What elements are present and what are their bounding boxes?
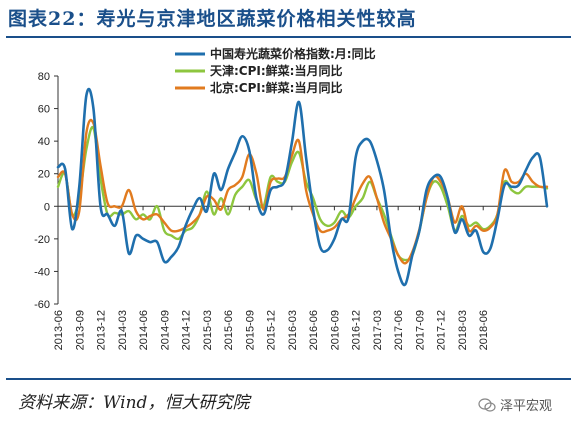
page-title: 图表22：寿光与京津地区蔬菜价格相关性较高 bbox=[8, 8, 417, 30]
wechat-icon bbox=[478, 397, 496, 412]
legend-label-2: 北京:CPI:鲜菜:当月同比 bbox=[210, 80, 342, 95]
x-tick-label: 2013-06 bbox=[53, 310, 65, 350]
chart-series-group bbox=[56, 87, 549, 287]
y-tick-label: 40 bbox=[38, 136, 50, 148]
x-tick-label: 2014-03 bbox=[117, 310, 129, 350]
watermark: 泽平宏观 bbox=[478, 395, 552, 414]
x-tick-label: 2015-12 bbox=[266, 310, 278, 350]
x-tick-label: 2014-12 bbox=[181, 310, 193, 350]
watermark-label: 泽平宏观 bbox=[500, 399, 553, 414]
y-tick-label: -40 bbox=[34, 266, 50, 278]
x-tick-label: 2017-03 bbox=[372, 310, 384, 350]
x-tick-label: 2015-09 bbox=[244, 310, 256, 350]
y-tick-label: 20 bbox=[38, 169, 50, 181]
x-tick-label: 2017-06 bbox=[393, 310, 405, 350]
legend-label-1: 天津:CPI:鲜菜:当月同比 bbox=[210, 63, 342, 78]
y-tick-label: -60 bbox=[34, 299, 50, 311]
footer-divider bbox=[6, 378, 571, 380]
x-tick-label: 2015-03 bbox=[202, 310, 214, 350]
chart-legend: 中国寿光蔬菜价格指数:月:同比天津:CPI:鲜菜:当月同比北京:CPI:鲜菜:当… bbox=[175, 46, 376, 95]
x-tick-label: 2014-06 bbox=[138, 310, 150, 350]
x-tick-label: 2014-09 bbox=[159, 310, 171, 350]
source-note: 资料来源：Wind，恒大研究院 bbox=[18, 393, 250, 413]
x-tick-label: 2016-09 bbox=[329, 310, 341, 350]
title-divider bbox=[6, 36, 571, 38]
series-line-0 bbox=[56, 87, 549, 287]
x-tick-label: 2018-03 bbox=[457, 310, 469, 350]
x-tick-label: 2017-12 bbox=[436, 310, 448, 350]
x-tick-label: 2013-09 bbox=[74, 310, 86, 350]
x-tick-label: 2016-12 bbox=[351, 310, 363, 350]
y-tick-label: 80 bbox=[38, 71, 50, 83]
y-tick-label: 0 bbox=[44, 201, 50, 213]
x-tick-label: 2016-06 bbox=[308, 310, 320, 350]
y-tick-label: 60 bbox=[38, 104, 50, 116]
x-tick-label: 2015-06 bbox=[223, 310, 235, 350]
x-tick-label: 2013-12 bbox=[96, 310, 108, 350]
series-line-2 bbox=[56, 118, 549, 265]
x-tick-label: 2017-09 bbox=[414, 310, 426, 350]
legend-label-0: 中国寿光蔬菜价格指数:月:同比 bbox=[210, 46, 376, 61]
y-tick-label: -20 bbox=[34, 234, 50, 246]
x-tick-label: 2018-06 bbox=[478, 310, 490, 350]
x-tick-label: 2016-03 bbox=[287, 310, 299, 350]
